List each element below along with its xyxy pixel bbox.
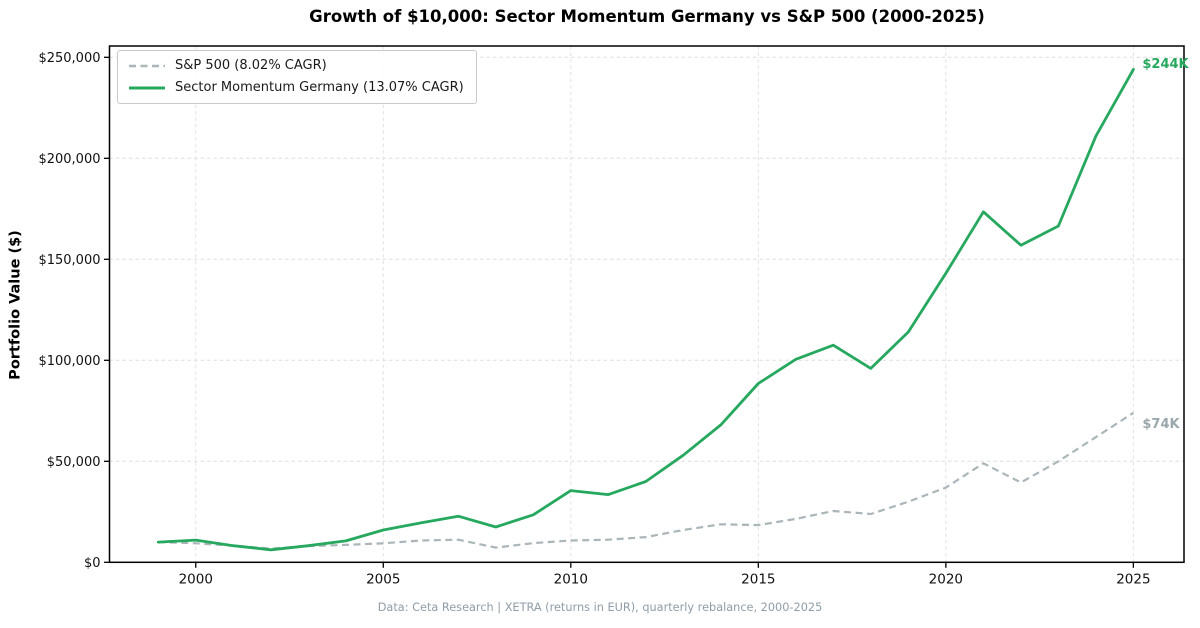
x-tick-label: 2010 bbox=[554, 571, 588, 587]
y-tick-label: $100,000 bbox=[38, 354, 100, 369]
y-tick-label: $150,000 bbox=[38, 253, 100, 268]
annotation-final-sp500: $74K bbox=[1142, 416, 1180, 432]
legend-item-momentum: Sector Momentum Germany (13.07% CAGR) bbox=[128, 80, 464, 95]
legend-item-sp500: S&P 500 (8.02% CAGR) bbox=[128, 58, 464, 73]
sp500-line bbox=[158, 411, 1134, 550]
y-tick-label: $250,000 bbox=[38, 51, 100, 66]
source-note: Data: Ceta Research | XETRA (returns in … bbox=[377, 601, 823, 614]
y-tick-label: $200,000 bbox=[38, 152, 100, 167]
x-tick-label: 2020 bbox=[929, 571, 963, 587]
x-tick-label: 2000 bbox=[179, 571, 213, 587]
momentum-line bbox=[156, 68, 1135, 552]
y-tick-label: $0 bbox=[84, 556, 101, 571]
legend-label-sp500: S&P 500 (8.02% CAGR) bbox=[175, 58, 327, 73]
legend-label-momentum: Sector Momentum Germany (13.07% CAGR) bbox=[175, 80, 464, 95]
y-tick-label: $50,000 bbox=[47, 455, 101, 470]
x-tick-label: 2015 bbox=[741, 571, 775, 587]
legend: S&P 500 (8.02% CAGR) Sector Momentum Ger… bbox=[117, 50, 477, 104]
sp500-dashed-line-swatch bbox=[129, 64, 165, 67]
chart-title: Growth of $10,000: Sector Momentum Germa… bbox=[309, 7, 985, 26]
x-tick-label: 2005 bbox=[366, 571, 400, 587]
x-tick-label: 2025 bbox=[1116, 571, 1150, 587]
annotation-final-momentum: $244K bbox=[1142, 57, 1189, 73]
axes-spines bbox=[108, 45, 1185, 564]
momentum-solid-line-swatch bbox=[129, 86, 165, 89]
